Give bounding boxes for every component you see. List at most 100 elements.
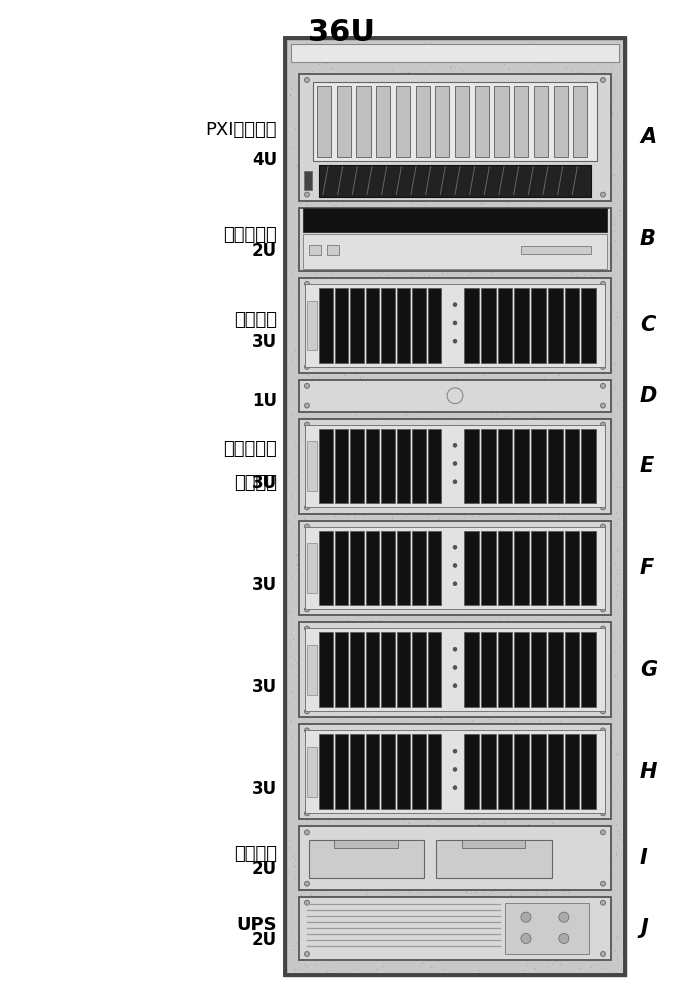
Point [492,384,503,400]
Point [480,494,491,510]
Point [449,282,460,298]
Point [298,870,309,886]
Point [294,687,305,703]
Point [337,787,348,803]
Point [406,447,417,463]
Bar [350,429,363,503]
Point [332,820,343,836]
Point [546,855,557,871]
Point [508,405,519,421]
Point [596,56,607,72]
Point [594,378,605,394]
Point [606,242,617,258]
Bar [416,86,430,157]
Point [495,373,506,389]
Point [579,768,590,784]
Point [575,812,586,828]
Point [285,307,296,323]
Point [430,304,441,320]
Point [585,396,596,412]
Point [432,749,443,765]
Point [332,599,343,615]
Point [482,947,493,963]
Point [598,925,609,941]
Point [337,341,348,357]
Point [557,864,568,880]
Bar [464,288,479,363]
Point [581,287,592,303]
Point [423,436,434,452]
Point [594,183,605,199]
Point [540,271,551,287]
Point [405,728,416,744]
Point [455,453,466,469]
Point [518,786,529,802]
Point [474,292,485,308]
Point [437,600,448,616]
Point [562,696,573,712]
Point [289,471,300,487]
Point [298,377,309,393]
Point [515,154,526,170]
Point [301,447,312,463]
Point [410,771,421,787]
Point [307,755,318,771]
Point [464,88,475,104]
Point [321,662,332,678]
Point [530,421,541,437]
Point [377,161,388,177]
Point [350,912,361,928]
Point [566,264,577,280]
Point [503,500,514,516]
Point [611,479,622,495]
Point [326,239,337,255]
Point [385,842,396,858]
Point [601,298,612,314]
Point [387,680,398,696]
Point [346,174,357,190]
Point [426,644,437,660]
Point [284,637,295,653]
Point [367,495,378,511]
Point [399,891,410,907]
Point [370,228,381,244]
Point [484,706,495,722]
Point [518,172,529,188]
Point [423,305,434,321]
Point [311,319,321,335]
Point [523,142,534,158]
Point [607,167,618,183]
Point [518,217,529,233]
Point [576,299,587,315]
Point [420,86,431,102]
Point [362,571,373,587]
Point [610,308,621,324]
Bar [334,632,348,707]
Point [338,188,349,204]
Point [451,869,462,885]
Point [490,870,501,886]
Point [333,807,344,823]
Point [285,87,295,103]
Point [378,115,389,131]
Point [293,845,304,861]
Point [387,925,398,941]
Point [293,652,304,668]
Point [486,503,497,519]
Point [506,44,517,60]
Bar [412,734,425,809]
Point [317,460,328,476]
Point [556,594,567,610]
Point [570,166,581,182]
Point [468,516,479,532]
Point [315,335,326,351]
Point [526,782,537,798]
Point [421,802,432,818]
Point [405,246,416,262]
Point [405,817,416,833]
Point [509,504,520,520]
Point [455,813,466,829]
Point [332,942,343,958]
Point [484,143,495,159]
Point [408,479,419,495]
